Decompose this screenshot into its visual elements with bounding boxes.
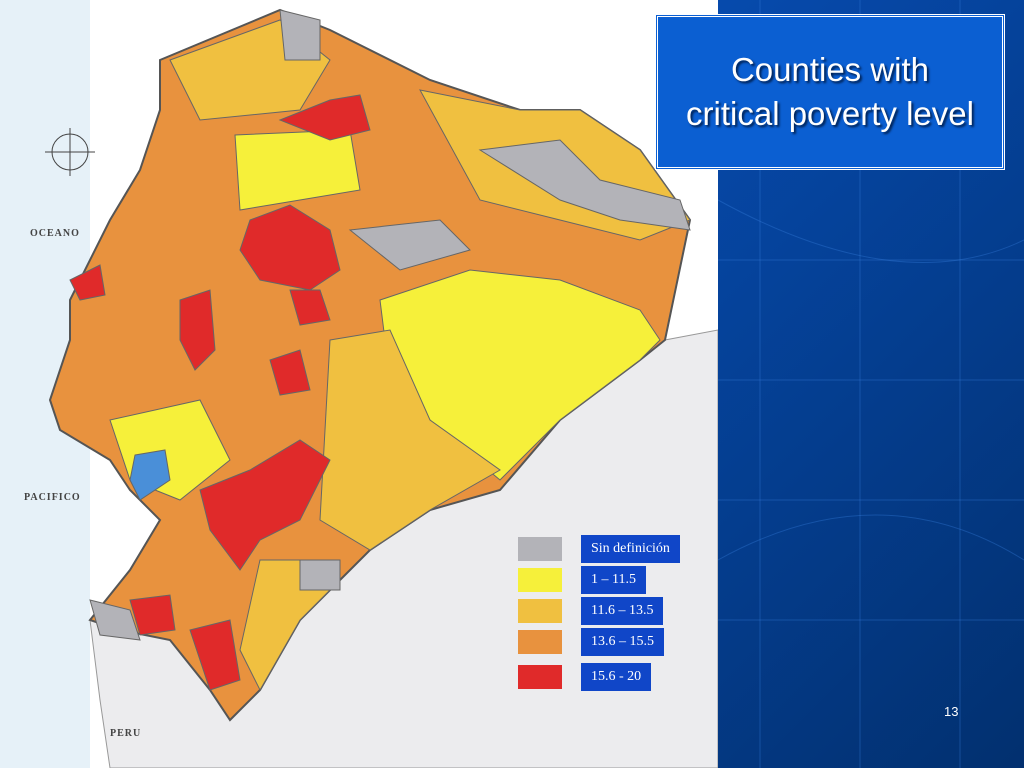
slide-title: Counties with critical poverty level: [686, 51, 974, 132]
region: [478, 139, 691, 231]
map-label: PACIFICO: [24, 492, 81, 503]
region: [299, 559, 341, 591]
region: [269, 349, 311, 396]
legend-label: Sin definición: [581, 535, 680, 563]
page-number: 13: [944, 704, 959, 719]
legend-swatch: [518, 665, 562, 689]
legend-label: 15.6 - 20: [581, 663, 652, 691]
region: [189, 619, 241, 691]
map-label: OCEANO: [30, 228, 80, 239]
region: [89, 599, 141, 641]
region: [279, 9, 321, 61]
region: [199, 439, 331, 571]
legend-swatch: [518, 630, 562, 654]
region: [69, 264, 106, 301]
region: [129, 594, 176, 636]
legend-swatch: [518, 537, 562, 561]
title-box: Counties with critical poverty level: [655, 14, 1005, 170]
region: [348, 219, 471, 271]
legend-swatch: [518, 568, 562, 592]
compass: [45, 128, 95, 176]
legend-label: 11.6 – 13.5: [581, 597, 664, 625]
region: [179, 289, 216, 371]
region: [278, 94, 371, 141]
region: [289, 289, 331, 326]
legend-label: 1 – 11.5: [581, 566, 646, 594]
map-label: PERU: [110, 728, 141, 739]
region: [319, 329, 501, 551]
region: [239, 204, 341, 291]
legend-swatch: [518, 599, 562, 623]
legend-label: 13.6 – 15.5: [581, 628, 664, 656]
gulf: [129, 449, 171, 501]
